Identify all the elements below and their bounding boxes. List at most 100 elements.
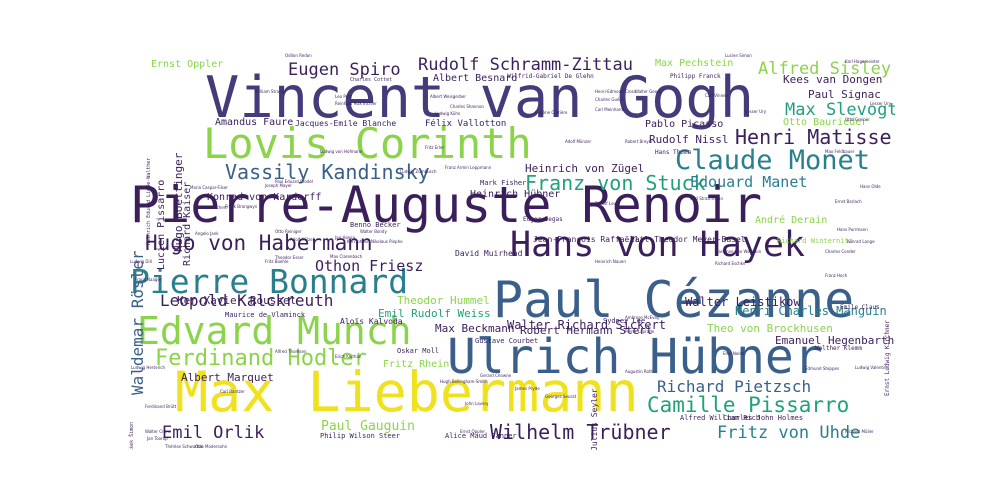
word: Robert Hermann Sterl xyxy=(520,324,653,337)
word: Carl Bantzer xyxy=(220,389,245,394)
word: Odilon Redon xyxy=(285,53,312,58)
word: Lesser Ury xyxy=(745,109,767,114)
word: Hans Thoma xyxy=(655,149,692,156)
word: Paul Eduard Crodel xyxy=(275,179,313,184)
word: Ludwig Dill xyxy=(130,259,152,264)
word: Lovis Corinth xyxy=(203,119,532,168)
word: Rudolf Schramm-Zittau xyxy=(418,55,633,75)
word: Charles Conder xyxy=(825,249,856,254)
word: Otto Modersohn xyxy=(195,444,228,449)
word: Jan Toorop xyxy=(147,436,168,441)
word: Max Clarenbach xyxy=(330,254,363,259)
word: Ernst Ludwig Kirchner xyxy=(884,320,891,396)
word: Charles Guérin xyxy=(595,97,625,102)
word: Emile Claus xyxy=(840,304,880,311)
word: Eugen Spiro xyxy=(288,60,401,80)
word: Frank Brangwyn xyxy=(225,204,258,209)
word: Alfred William Rich xyxy=(680,414,761,422)
word: Vassily Kandinsky xyxy=(225,160,430,184)
word: Richard Pietzsch xyxy=(657,377,812,396)
word: Leopold Kalckreuth xyxy=(160,291,334,310)
word: Carl Strathmann xyxy=(690,196,723,201)
word: Edvard Munch xyxy=(137,309,412,353)
word: Theo von Brockhusen xyxy=(707,322,833,335)
word: Emil Nolde xyxy=(723,351,745,356)
word: Jan Honsa xyxy=(335,235,355,240)
word: Sydney Lee xyxy=(603,317,646,325)
word: Charles Shannon xyxy=(450,104,484,109)
word: Franz Hoch xyxy=(825,273,848,278)
word: Rudolf Nissl xyxy=(649,133,729,146)
word: Pierre Bonnard xyxy=(130,262,409,301)
word: Edmund Steppes xyxy=(805,366,840,371)
word: Reinhold Max Eichler xyxy=(335,101,377,106)
word: Walter Leistikow xyxy=(685,295,801,309)
word: William Strang xyxy=(255,89,285,94)
word: Wilhelm Trübner xyxy=(490,420,671,444)
word: Camille Pissarro xyxy=(647,393,850,417)
word: Pierre Laprade xyxy=(625,329,655,334)
word: Augustin Roth xyxy=(625,369,654,374)
word: Julius Seyler xyxy=(590,388,599,450)
word: Hans Olde xyxy=(860,184,881,189)
word: Paul Gauguin xyxy=(321,419,415,434)
word: Heinrich Eduard Linde-Walther xyxy=(146,157,152,245)
word: Max Beckmann xyxy=(435,322,515,335)
word: Angelo Jank xyxy=(195,231,219,236)
word: Benno Becker xyxy=(350,221,401,229)
word: Félix Vallotton xyxy=(425,119,507,129)
word-cloud: Pierre-Auguste Renoir Vincent van Gogh M… xyxy=(125,50,895,450)
word: Richard Winternitz xyxy=(777,237,853,245)
word: Franz Armin Leppmann xyxy=(445,165,492,170)
word: Otto Heichert xyxy=(200,205,227,210)
word: Paul Cézanne xyxy=(493,271,855,329)
word: Robert Breyer xyxy=(625,139,653,144)
word: Henri Charles Manguin xyxy=(735,304,887,318)
word: Mark Fisher xyxy=(480,179,527,187)
word: Ambrose McEvoy xyxy=(625,315,660,320)
word: Jacques-Emile Blanche xyxy=(295,119,397,128)
word: Walter Georgi xyxy=(635,89,663,94)
word: Ferdinand Hodler xyxy=(155,346,367,371)
word: John Lavery xyxy=(465,401,489,406)
word: Marianne von Werefkin xyxy=(715,249,762,254)
word: Alice Maud Fanner xyxy=(445,432,517,440)
word: Karl Hagemeister xyxy=(845,59,880,64)
word: Rudolf Levy xyxy=(595,201,619,206)
word: Vincent van Gogh xyxy=(205,65,755,131)
word: Ferdinand Brütt xyxy=(145,404,177,409)
word: Albert Marquet xyxy=(181,371,274,384)
word: Albert Weisgerber xyxy=(430,94,466,99)
word: Amandus Faure xyxy=(215,117,294,128)
word: Lucien Simon xyxy=(725,53,752,58)
word: Carl Theodor Meyer-Basel xyxy=(630,235,746,244)
word: Pablo Picasso xyxy=(645,119,724,130)
word: Edgar Degas xyxy=(523,216,563,223)
word: Ernst Oppler xyxy=(151,59,224,70)
word: André Derain xyxy=(755,215,828,226)
word: Ernst Oppler xyxy=(460,429,486,434)
word: David Muirhead xyxy=(455,249,523,258)
word: Heinrich Nauen xyxy=(595,259,626,264)
word: Otto Baurieder xyxy=(783,117,868,128)
word: Karl Johann Nikolaus Piepho xyxy=(347,239,403,244)
word: Konrad von Kardorff xyxy=(207,192,322,203)
word: Fritz Erler xyxy=(425,145,445,150)
word: Eugène Carrière xyxy=(535,110,568,115)
word: Kees van Dongen xyxy=(783,73,883,86)
word: Thérèse Schwartze xyxy=(165,444,204,449)
word: Adolf Münzer xyxy=(565,139,592,144)
word: Alfred Thomsen xyxy=(275,349,307,354)
word: Max Liebermann xyxy=(175,360,639,424)
word: Ludwig Kühn xyxy=(435,111,461,116)
word: Leo Putz xyxy=(335,94,352,99)
word: Edouard Manet xyxy=(690,173,808,191)
word: Franz von Stuck xyxy=(525,171,706,195)
word: Henri-Edmond Cross xyxy=(595,89,636,94)
word: Theodor Esser xyxy=(275,255,304,260)
word: Joseph Mayer xyxy=(265,183,292,188)
word: Fritz Boehle xyxy=(265,259,289,264)
word: Hans von Hayek xyxy=(510,225,806,265)
word: Richard Müller xyxy=(845,429,874,434)
word: Theodor Hummel xyxy=(397,294,490,307)
